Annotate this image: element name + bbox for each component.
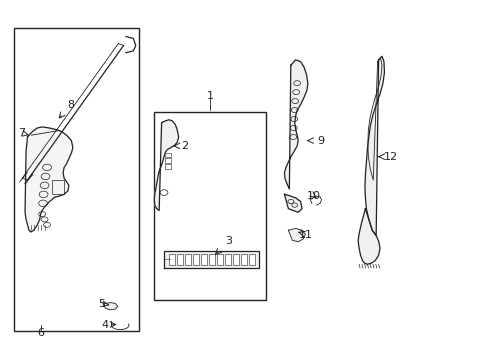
Polygon shape [284, 60, 307, 189]
Polygon shape [154, 120, 178, 211]
Bar [14, 28, 139, 330]
Polygon shape [103, 303, 118, 310]
Bar [164, 158, 171, 163]
Text: 8: 8 [67, 100, 74, 110]
Text: 3: 3 [225, 236, 232, 246]
Bar [217, 253, 223, 265]
Text: 6: 6 [37, 328, 44, 338]
Bar [249, 253, 255, 265]
Text: 9: 9 [316, 136, 324, 145]
Text: 12: 12 [383, 152, 397, 162]
Text: 7: 7 [19, 129, 26, 138]
Polygon shape [357, 209, 379, 264]
Polygon shape [288, 228, 305, 242]
Bar [164, 153, 171, 157]
Polygon shape [163, 251, 259, 268]
Bar [241, 253, 246, 265]
Bar [52, 180, 64, 194]
Bar [225, 253, 231, 265]
Bar [154, 112, 266, 300]
Text: 5: 5 [98, 299, 105, 309]
Bar [168, 253, 174, 265]
Text: 2: 2 [181, 141, 188, 151]
Bar [164, 164, 171, 169]
Bar [201, 253, 206, 265]
Text: 11: 11 [298, 230, 312, 239]
Text: 4: 4 [101, 320, 108, 329]
Text: 1: 1 [206, 91, 213, 101]
Polygon shape [284, 194, 302, 212]
Bar [177, 253, 183, 265]
Bar [193, 253, 199, 265]
Polygon shape [25, 127, 73, 232]
Bar [233, 253, 239, 265]
Text: 10: 10 [306, 191, 321, 201]
Polygon shape [364, 56, 384, 235]
Bar [209, 253, 215, 265]
Bar [184, 253, 190, 265]
